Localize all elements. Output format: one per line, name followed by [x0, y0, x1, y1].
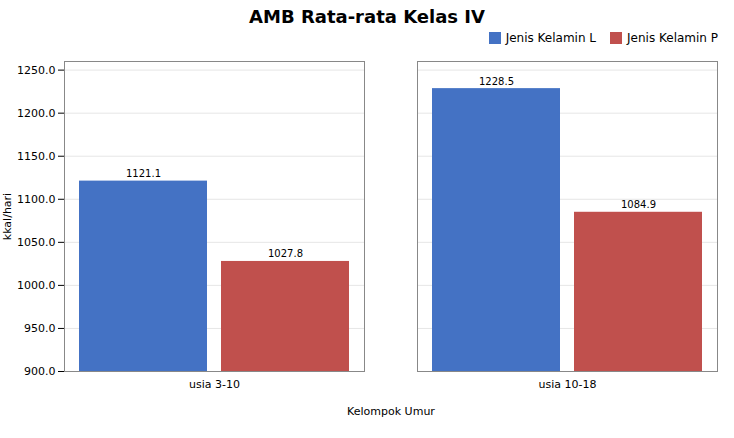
- svg-text:1121.1: 1121.1: [126, 168, 161, 179]
- svg-text:1084.9: 1084.9: [621, 199, 656, 210]
- svg-text:1228.5: 1228.5: [479, 76, 514, 87]
- svg-text:1200.0: 1200.0: [17, 107, 56, 120]
- svg-text:1050.0: 1050.0: [17, 236, 56, 249]
- svg-text:1250.0: 1250.0: [17, 64, 56, 77]
- svg-text:usia 3-10: usia 3-10: [189, 378, 240, 391]
- svg-text:900.0: 900.0: [24, 365, 56, 378]
- svg-text:1100.0: 1100.0: [17, 193, 56, 206]
- html-text:AMB Rata-rata Kelas IV: AMB Rata-rata Kelas IV: [249, 6, 485, 27]
- svg-text:Kelompok Umur: Kelompok Umur: [347, 405, 435, 418]
- svg-text:kkal/hari: kkal/hari: [1, 193, 14, 240]
- svg-text:usia 10-18: usia 10-18: [539, 378, 597, 391]
- html-text:Jenis Kelamin P: Jenis Kelamin P: [627, 31, 718, 45]
- svg-text:1000.0: 1000.0: [17, 279, 56, 292]
- svg-text:1027.8: 1027.8: [268, 248, 303, 259]
- svg-text:1150.0: 1150.0: [17, 150, 56, 163]
- svg-text:950.0: 950.0: [24, 322, 56, 335]
- html-text:Jenis Kelamin L: Jenis Kelamin L: [505, 31, 596, 45]
